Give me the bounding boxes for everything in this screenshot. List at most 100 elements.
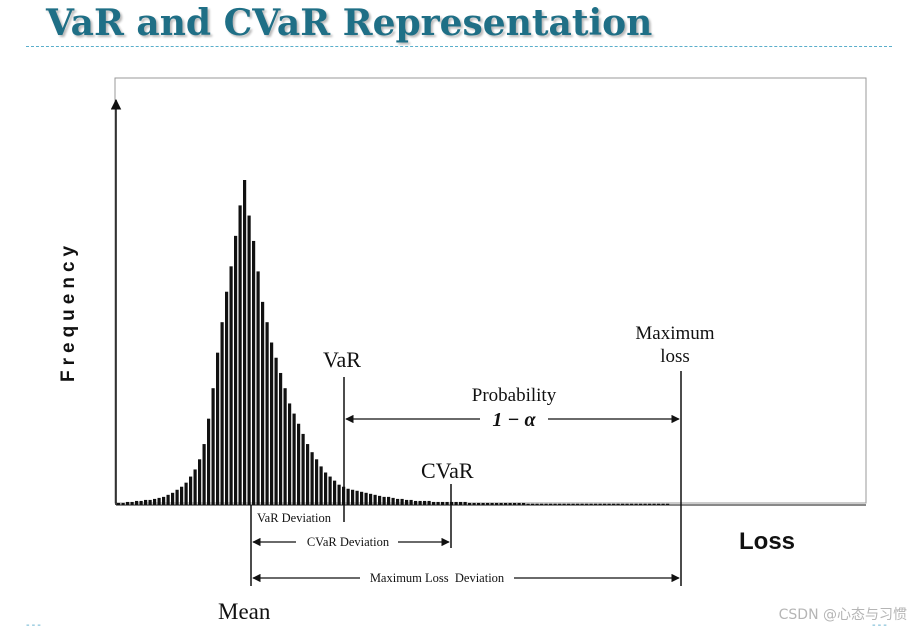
histogram-bar	[607, 503, 611, 505]
mean-label: Mean	[218, 599, 271, 624]
histogram-bar	[180, 486, 184, 505]
histogram-bar	[504, 502, 508, 505]
histogram-bar	[126, 501, 130, 505]
histogram-bar	[193, 469, 197, 505]
histogram-bar	[436, 501, 440, 505]
histogram-bar	[580, 503, 584, 505]
histogram-bar	[391, 497, 395, 505]
histogram-bar	[297, 423, 301, 505]
histogram-bar	[598, 503, 602, 505]
histogram-bar	[319, 466, 323, 505]
histogram-bar	[382, 496, 386, 506]
histogram-bar	[360, 491, 364, 505]
cvar-label: CVaR	[421, 458, 474, 483]
histogram-bar	[553, 503, 557, 505]
histogram-bar	[117, 502, 121, 505]
histogram-bar	[612, 503, 616, 505]
histogram-bar	[648, 503, 652, 505]
cvar-deviation-label: CVaR Deviation	[307, 535, 390, 549]
var-deviation-label: VaR Deviation	[257, 511, 332, 525]
histogram-bar	[549, 503, 553, 505]
probability-expression: 1 − α	[492, 409, 536, 431]
histogram-bar	[535, 503, 539, 505]
watermark: CSDN @心态与习惯	[778, 607, 907, 623]
histogram-bar	[310, 452, 314, 505]
histogram-bar	[220, 322, 224, 505]
histogram-bar	[589, 503, 593, 505]
histogram-bar	[166, 494, 170, 505]
histogram-bar	[423, 500, 427, 505]
corner-mark-right: ---	[872, 620, 889, 631]
histogram-bar	[567, 503, 571, 505]
histogram-bar	[229, 266, 233, 505]
histogram-bar	[130, 501, 134, 505]
histogram-bar	[571, 503, 575, 505]
histogram-bar	[558, 503, 562, 505]
histogram-bar	[292, 413, 296, 505]
histogram-bar	[562, 503, 566, 505]
histogram-bar	[490, 502, 494, 505]
histogram-bar	[486, 502, 490, 505]
histogram-bar	[274, 357, 278, 505]
histogram-bar	[355, 490, 359, 505]
histogram-bar	[315, 459, 319, 505]
histogram-bar	[324, 472, 328, 505]
histogram-bar	[265, 322, 269, 505]
histogram-bar	[144, 499, 148, 505]
histogram-bar	[270, 342, 274, 505]
histogram-bar	[414, 500, 418, 505]
histogram-bar	[432, 501, 436, 505]
title-divider	[26, 46, 892, 47]
histogram-bar	[328, 476, 332, 505]
histogram-bar	[121, 502, 125, 505]
histogram-bar	[364, 492, 368, 505]
histogram-bar	[634, 503, 638, 505]
histogram-bar	[162, 496, 166, 506]
histogram-bar	[288, 403, 292, 505]
max-loss-label-line2: loss	[660, 346, 690, 367]
histogram-bar	[454, 501, 458, 505]
histogram-bar	[639, 503, 643, 505]
histogram-bar	[238, 205, 242, 505]
histogram-bar	[652, 503, 656, 505]
histogram-bar	[351, 489, 355, 505]
histogram-bar	[207, 418, 211, 505]
histogram-bar	[369, 493, 373, 505]
histogram-bar	[522, 502, 526, 505]
histogram-bar	[346, 488, 350, 505]
histogram-bar	[666, 503, 670, 505]
histogram-bar	[526, 503, 530, 505]
histogram-bar	[243, 180, 247, 505]
histogram-bar	[544, 503, 548, 505]
histogram-bar	[139, 500, 143, 505]
histogram-bar	[657, 503, 661, 505]
loss-histogram	[117, 180, 670, 506]
probability-label: Probability	[472, 385, 557, 406]
histogram-bar	[261, 301, 265, 506]
histogram-bar	[333, 480, 337, 506]
histogram-bar	[234, 235, 238, 506]
histogram-bar	[625, 503, 629, 505]
max-loss-label-line1: Maximum	[635, 323, 714, 344]
histogram-bar	[499, 502, 503, 505]
histogram-bar	[184, 482, 188, 505]
histogram-bar	[400, 498, 404, 505]
histogram-bar	[202, 444, 206, 505]
var-label: VaR	[323, 347, 361, 372]
histogram-bar	[135, 500, 139, 505]
histogram-bar	[256, 271, 260, 505]
histogram-bar	[175, 489, 179, 505]
histogram-bar	[148, 499, 152, 505]
histogram-bar	[468, 502, 472, 505]
histogram-bar	[508, 502, 512, 505]
y-axis-label: Frequency	[58, 241, 79, 382]
histogram-bar	[409, 499, 413, 505]
max-loss-deviation-label: Maximum Loss Deviation	[370, 571, 505, 585]
histogram-bar	[481, 502, 485, 505]
histogram-bar	[585, 503, 589, 505]
histogram-bar	[252, 240, 256, 505]
histogram-bar	[576, 503, 580, 505]
histogram-bar	[441, 501, 445, 505]
histogram-bar	[396, 498, 400, 505]
histogram-bar	[540, 503, 544, 505]
